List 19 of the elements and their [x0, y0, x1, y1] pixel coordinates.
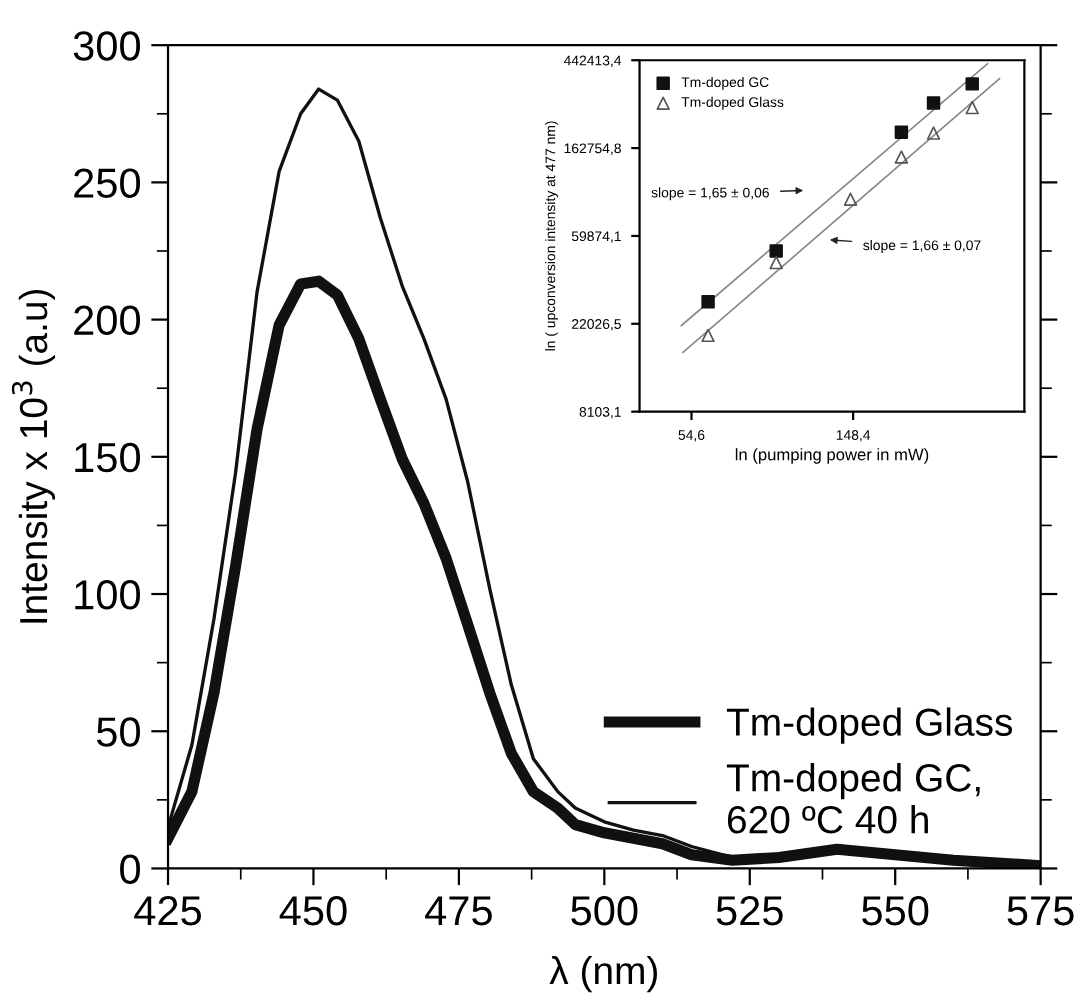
x-tick-label: 575: [1007, 896, 1074, 926]
y-axis-title: Intensity x 10$^{3}$ (a.u): [11, 289, 56, 623]
y-tick-label: 150: [75, 442, 141, 473]
y-tick-label: 250: [74, 168, 141, 198]
y-tick-label: 0: [120, 854, 140, 884]
y-tick-label: 50: [96, 717, 141, 747]
y-tick-label: 300: [73, 31, 141, 61]
x-tick-label: 450: [279, 895, 347, 926]
legend-label: Tm-doped GC, 620 ºC 40 h: [726, 763, 980, 834]
x-axis-title: λ (nm): [549, 955, 658, 993]
legend-label: Tm-doped Glass: [726, 707, 1013, 744]
x-tick-label: 500: [571, 895, 638, 926]
x-axis-title: ln (pumping power in mW): [735, 448, 929, 464]
x-tick-label: 425: [134, 895, 202, 926]
x-tick-label: 525: [716, 895, 783, 926]
y-tick-label: 200: [74, 305, 141, 336]
x-tick-label: 475: [425, 896, 492, 926]
y-tick-label: 100: [75, 580, 141, 610]
x-tick-label: 550: [862, 895, 929, 926]
